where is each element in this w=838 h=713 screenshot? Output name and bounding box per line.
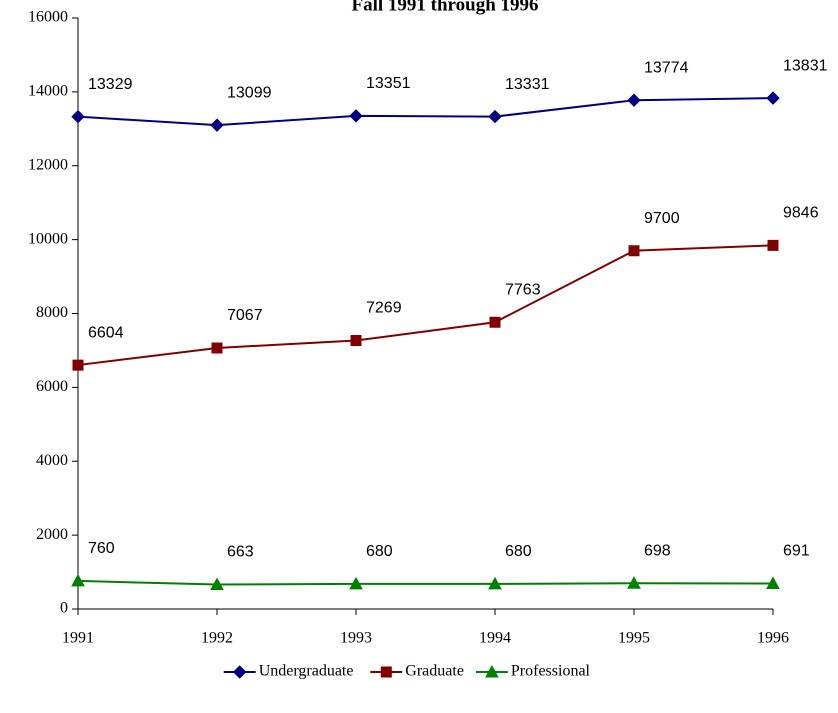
series-line bbox=[77, 97, 774, 127]
data-label: 680 bbox=[505, 543, 532, 560]
marker bbox=[71, 109, 85, 124]
marker bbox=[71, 573, 85, 587]
chart-title: Fall 1991 through 1996 bbox=[351, 0, 538, 15]
data-label: 13329 bbox=[88, 76, 133, 93]
series-line bbox=[77, 579, 774, 586]
y-tick-label: 10000 bbox=[28, 230, 68, 247]
x-tick-label: 1996 bbox=[757, 630, 789, 647]
x-tick-label: 1992 bbox=[201, 630, 233, 647]
marker bbox=[232, 665, 247, 679]
data-label: 760 bbox=[88, 540, 115, 557]
marker bbox=[489, 316, 501, 328]
marker bbox=[628, 245, 640, 257]
data-label: 7067 bbox=[227, 307, 263, 324]
marker bbox=[485, 664, 499, 678]
marker bbox=[350, 335, 362, 347]
marker bbox=[766, 91, 780, 105]
marker bbox=[488, 576, 502, 590]
marker bbox=[627, 576, 641, 589]
marker bbox=[380, 666, 392, 678]
y-tick-label: 2000 bbox=[36, 526, 68, 543]
legend-label: Undergraduate bbox=[259, 663, 354, 680]
marker bbox=[210, 577, 224, 591]
data-label: 13099 bbox=[227, 84, 272, 101]
data-label: 7269 bbox=[366, 300, 402, 317]
marker bbox=[72, 359, 84, 371]
marker bbox=[349, 576, 363, 590]
data-label: 9846 bbox=[783, 205, 819, 222]
data-label: 13774 bbox=[644, 59, 689, 76]
data-label: 691 bbox=[783, 543, 810, 560]
x-tick-label: 1995 bbox=[618, 630, 650, 647]
legend-label: Graduate bbox=[405, 663, 464, 680]
data-label: 13331 bbox=[505, 76, 550, 93]
y-tick-label: 0 bbox=[60, 600, 68, 617]
data-label: 663 bbox=[227, 544, 254, 561]
legend-label: Professional bbox=[511, 663, 591, 680]
y-tick-label: 16000 bbox=[28, 9, 68, 26]
data-label: 698 bbox=[644, 542, 671, 559]
y-tick-label: 8000 bbox=[36, 304, 68, 321]
data-label: 13831 bbox=[783, 57, 828, 74]
y-tick-label: 4000 bbox=[36, 452, 68, 469]
y-tick-label: 14000 bbox=[28, 83, 68, 100]
marker bbox=[210, 118, 224, 132]
marker bbox=[766, 576, 780, 589]
data-label: 6604 bbox=[88, 324, 124, 341]
x-tick-label: 1993 bbox=[340, 630, 372, 647]
x-tick-label: 1994 bbox=[479, 630, 511, 647]
marker bbox=[349, 109, 363, 123]
data-label: 7763 bbox=[505, 281, 541, 298]
data-label: 9700 bbox=[644, 210, 680, 227]
legend: Undergraduate Graduate Professional bbox=[223, 663, 591, 680]
marker bbox=[627, 93, 641, 107]
series-line bbox=[77, 244, 774, 367]
data-label: 13351 bbox=[366, 75, 411, 92]
marker bbox=[767, 239, 779, 251]
y-tick-label: 12000 bbox=[28, 156, 68, 173]
y-tick-label: 6000 bbox=[36, 378, 68, 395]
marker bbox=[488, 109, 502, 124]
marker bbox=[211, 342, 223, 354]
data-label: 680 bbox=[366, 543, 393, 560]
x-tick-label: 1991 bbox=[62, 630, 94, 647]
